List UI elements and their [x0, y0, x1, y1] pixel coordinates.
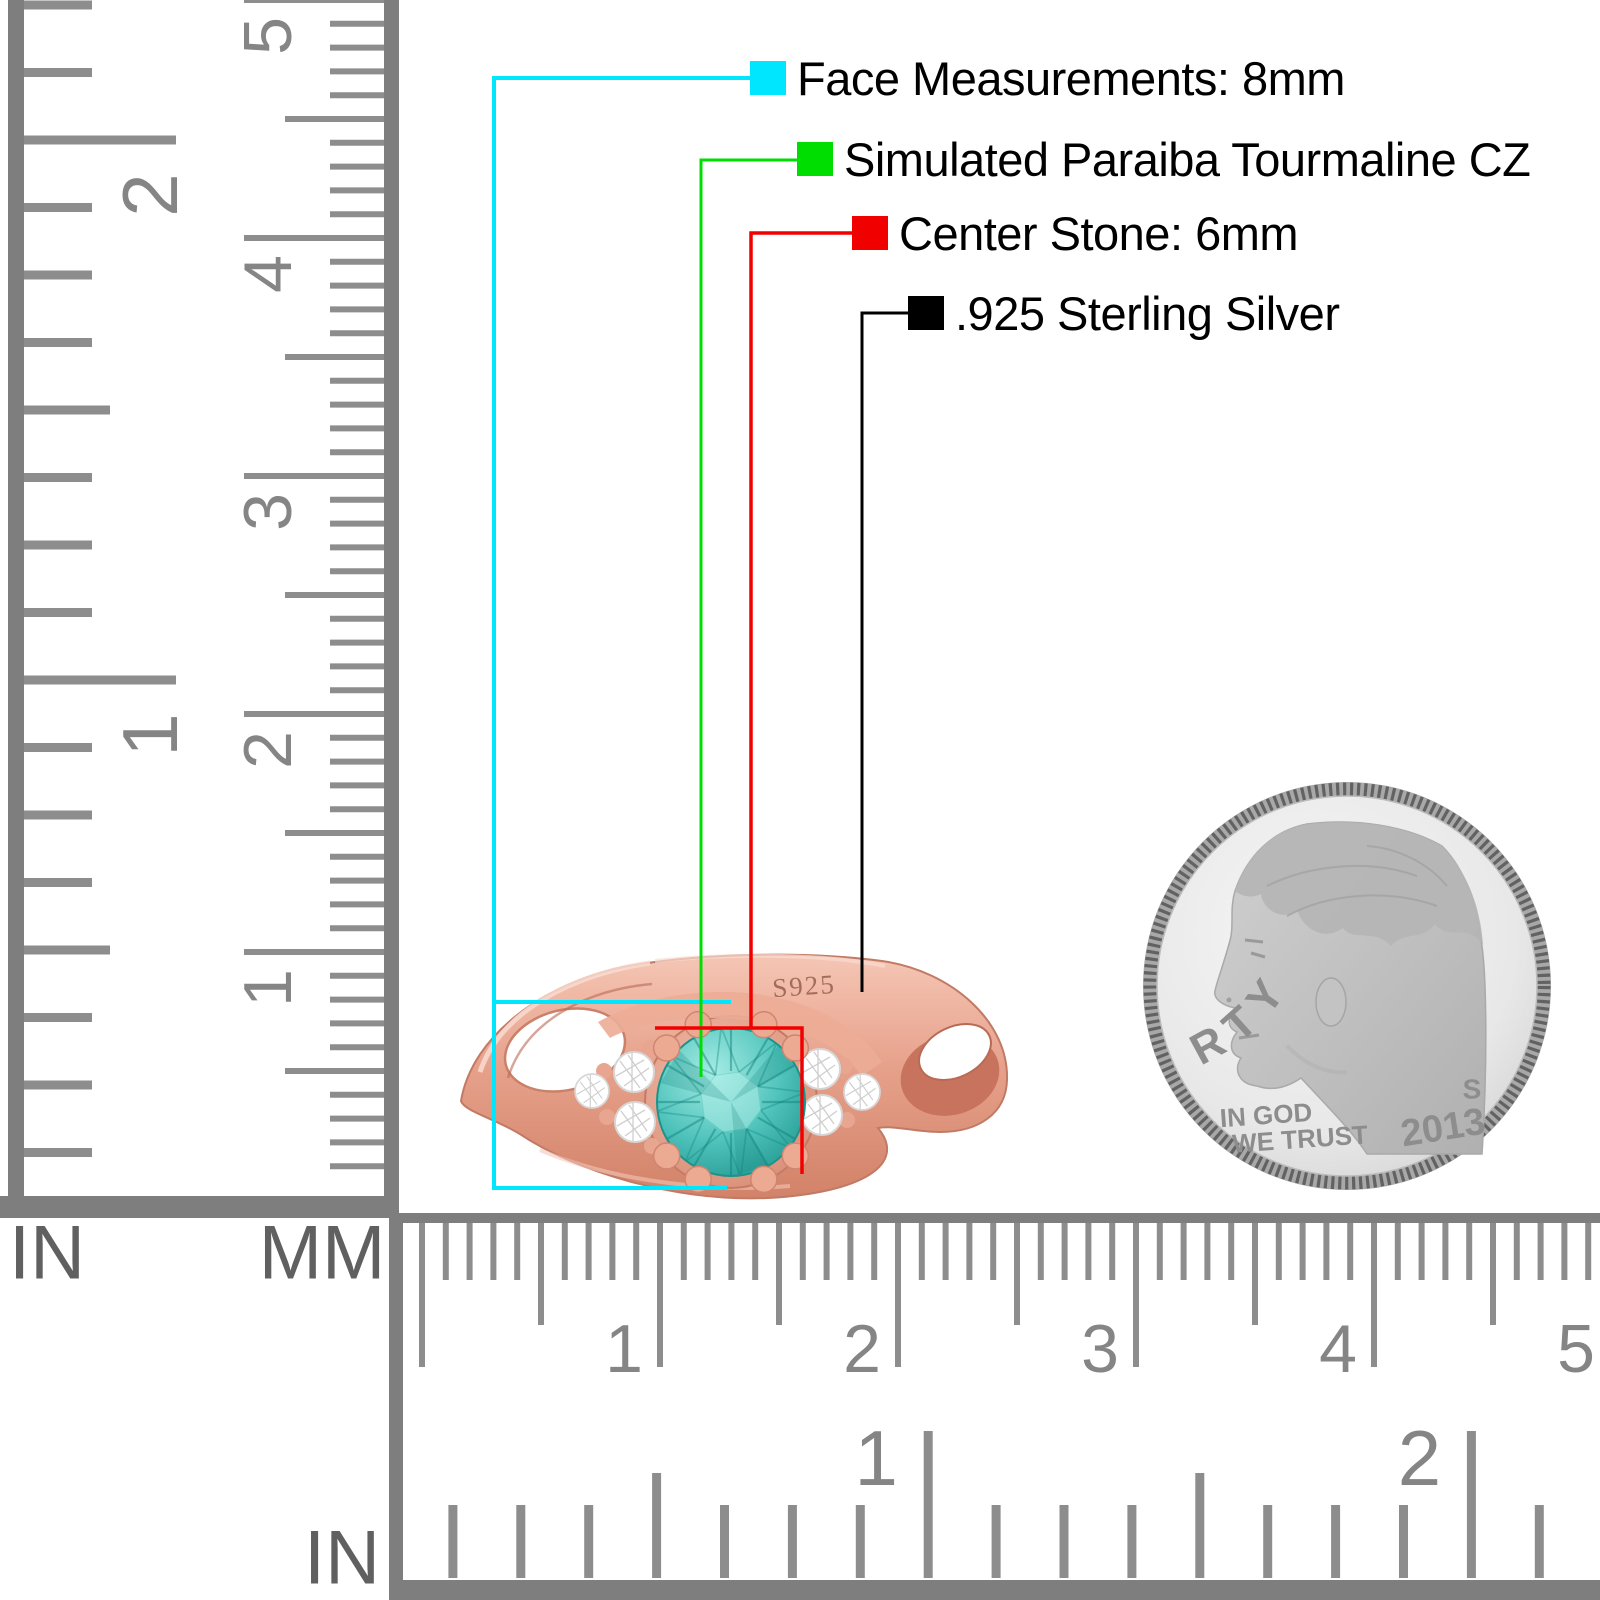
ruler-number: 1 — [855, 1414, 898, 1502]
callout-center-stone-label: Center Stone: 6mm — [899, 206, 1299, 260]
dime-photo: LIBERTY IN GOD WE TRUST 2013 S — [1143, 782, 1551, 1190]
ruler-number: 2 — [106, 173, 194, 216]
connector-line-2 — [749, 231, 852, 1028]
callout-stone-type: Simulated Paraiba Tourmaline CZ — [797, 136, 1531, 183]
callout-stone-type-label: Simulated Paraiba Tourmaline CZ — [844, 132, 1531, 186]
ruler-number: 1 — [230, 969, 306, 1007]
ruler-number: 4 — [1319, 1311, 1357, 1387]
left-ruler-inch-label: IN — [9, 1211, 85, 1296]
dime-mint-mark: S — [1463, 1074, 1482, 1105]
ruler-number: 3 — [230, 493, 306, 531]
ruler-unit-labels: IN MM IN — [9, 1211, 385, 1600]
connector-line-1 — [699, 158, 797, 1077]
band-right-opening — [918, 1023, 992, 1081]
dime-reeding — [1143, 782, 1551, 1190]
connector-line-2 — [655, 1026, 804, 1174]
connector-line-3 — [860, 311, 908, 992]
ruler-number: 1 — [605, 1311, 643, 1387]
ruler-number: 1 — [106, 713, 194, 756]
ruler-number: 5 — [1557, 1311, 1595, 1387]
ruler-number: 2 — [1398, 1414, 1441, 1502]
portrait-ear — [1315, 977, 1347, 1027]
cyan-swatch — [750, 61, 786, 95]
bottom-ruler: 1 2 3 4 5 1 2 — [389, 1213, 1600, 1600]
center-stone — [656, 1027, 806, 1177]
red-swatch — [852, 216, 888, 250]
ring-photo: S925 — [459, 953, 1009, 1200]
ruler-number: 4 — [230, 255, 306, 293]
black-swatch — [908, 296, 944, 330]
portrait-hair — [1235, 822, 1483, 946]
band-swirl-over-stone — [598, 991, 882, 1076]
ring-engraving: S925 — [771, 969, 836, 1003]
bottom-ruler-inch-label: IN — [304, 1516, 380, 1600]
ruler-number: 3 — [1081, 1311, 1119, 1387]
callout-metal-label: .925 Sterling Silver — [955, 286, 1340, 340]
left-ruler-mm-label: MM — [259, 1211, 386, 1296]
callout-face-measurements: Face Measurements: 8mm — [750, 55, 1345, 102]
green-swatch — [797, 142, 833, 176]
callout-face-measurements-label: Face Measurements: 8mm — [797, 51, 1345, 105]
dime-motto-line1: IN GOD — [1219, 1097, 1313, 1133]
ruler-number: 5 — [230, 17, 306, 55]
center-stone-prongs — [652, 1010, 810, 1194]
callout-metal: .925 Sterling Silver — [908, 290, 1340, 337]
connector-line-0 — [492, 76, 750, 1190]
ruler-number: 2 — [843, 1311, 881, 1387]
ruler-number: 2 — [230, 731, 306, 769]
callout-center-stone: Center Stone: 6mm — [852, 210, 1299, 257]
callout-connector-lines — [492, 76, 908, 1190]
